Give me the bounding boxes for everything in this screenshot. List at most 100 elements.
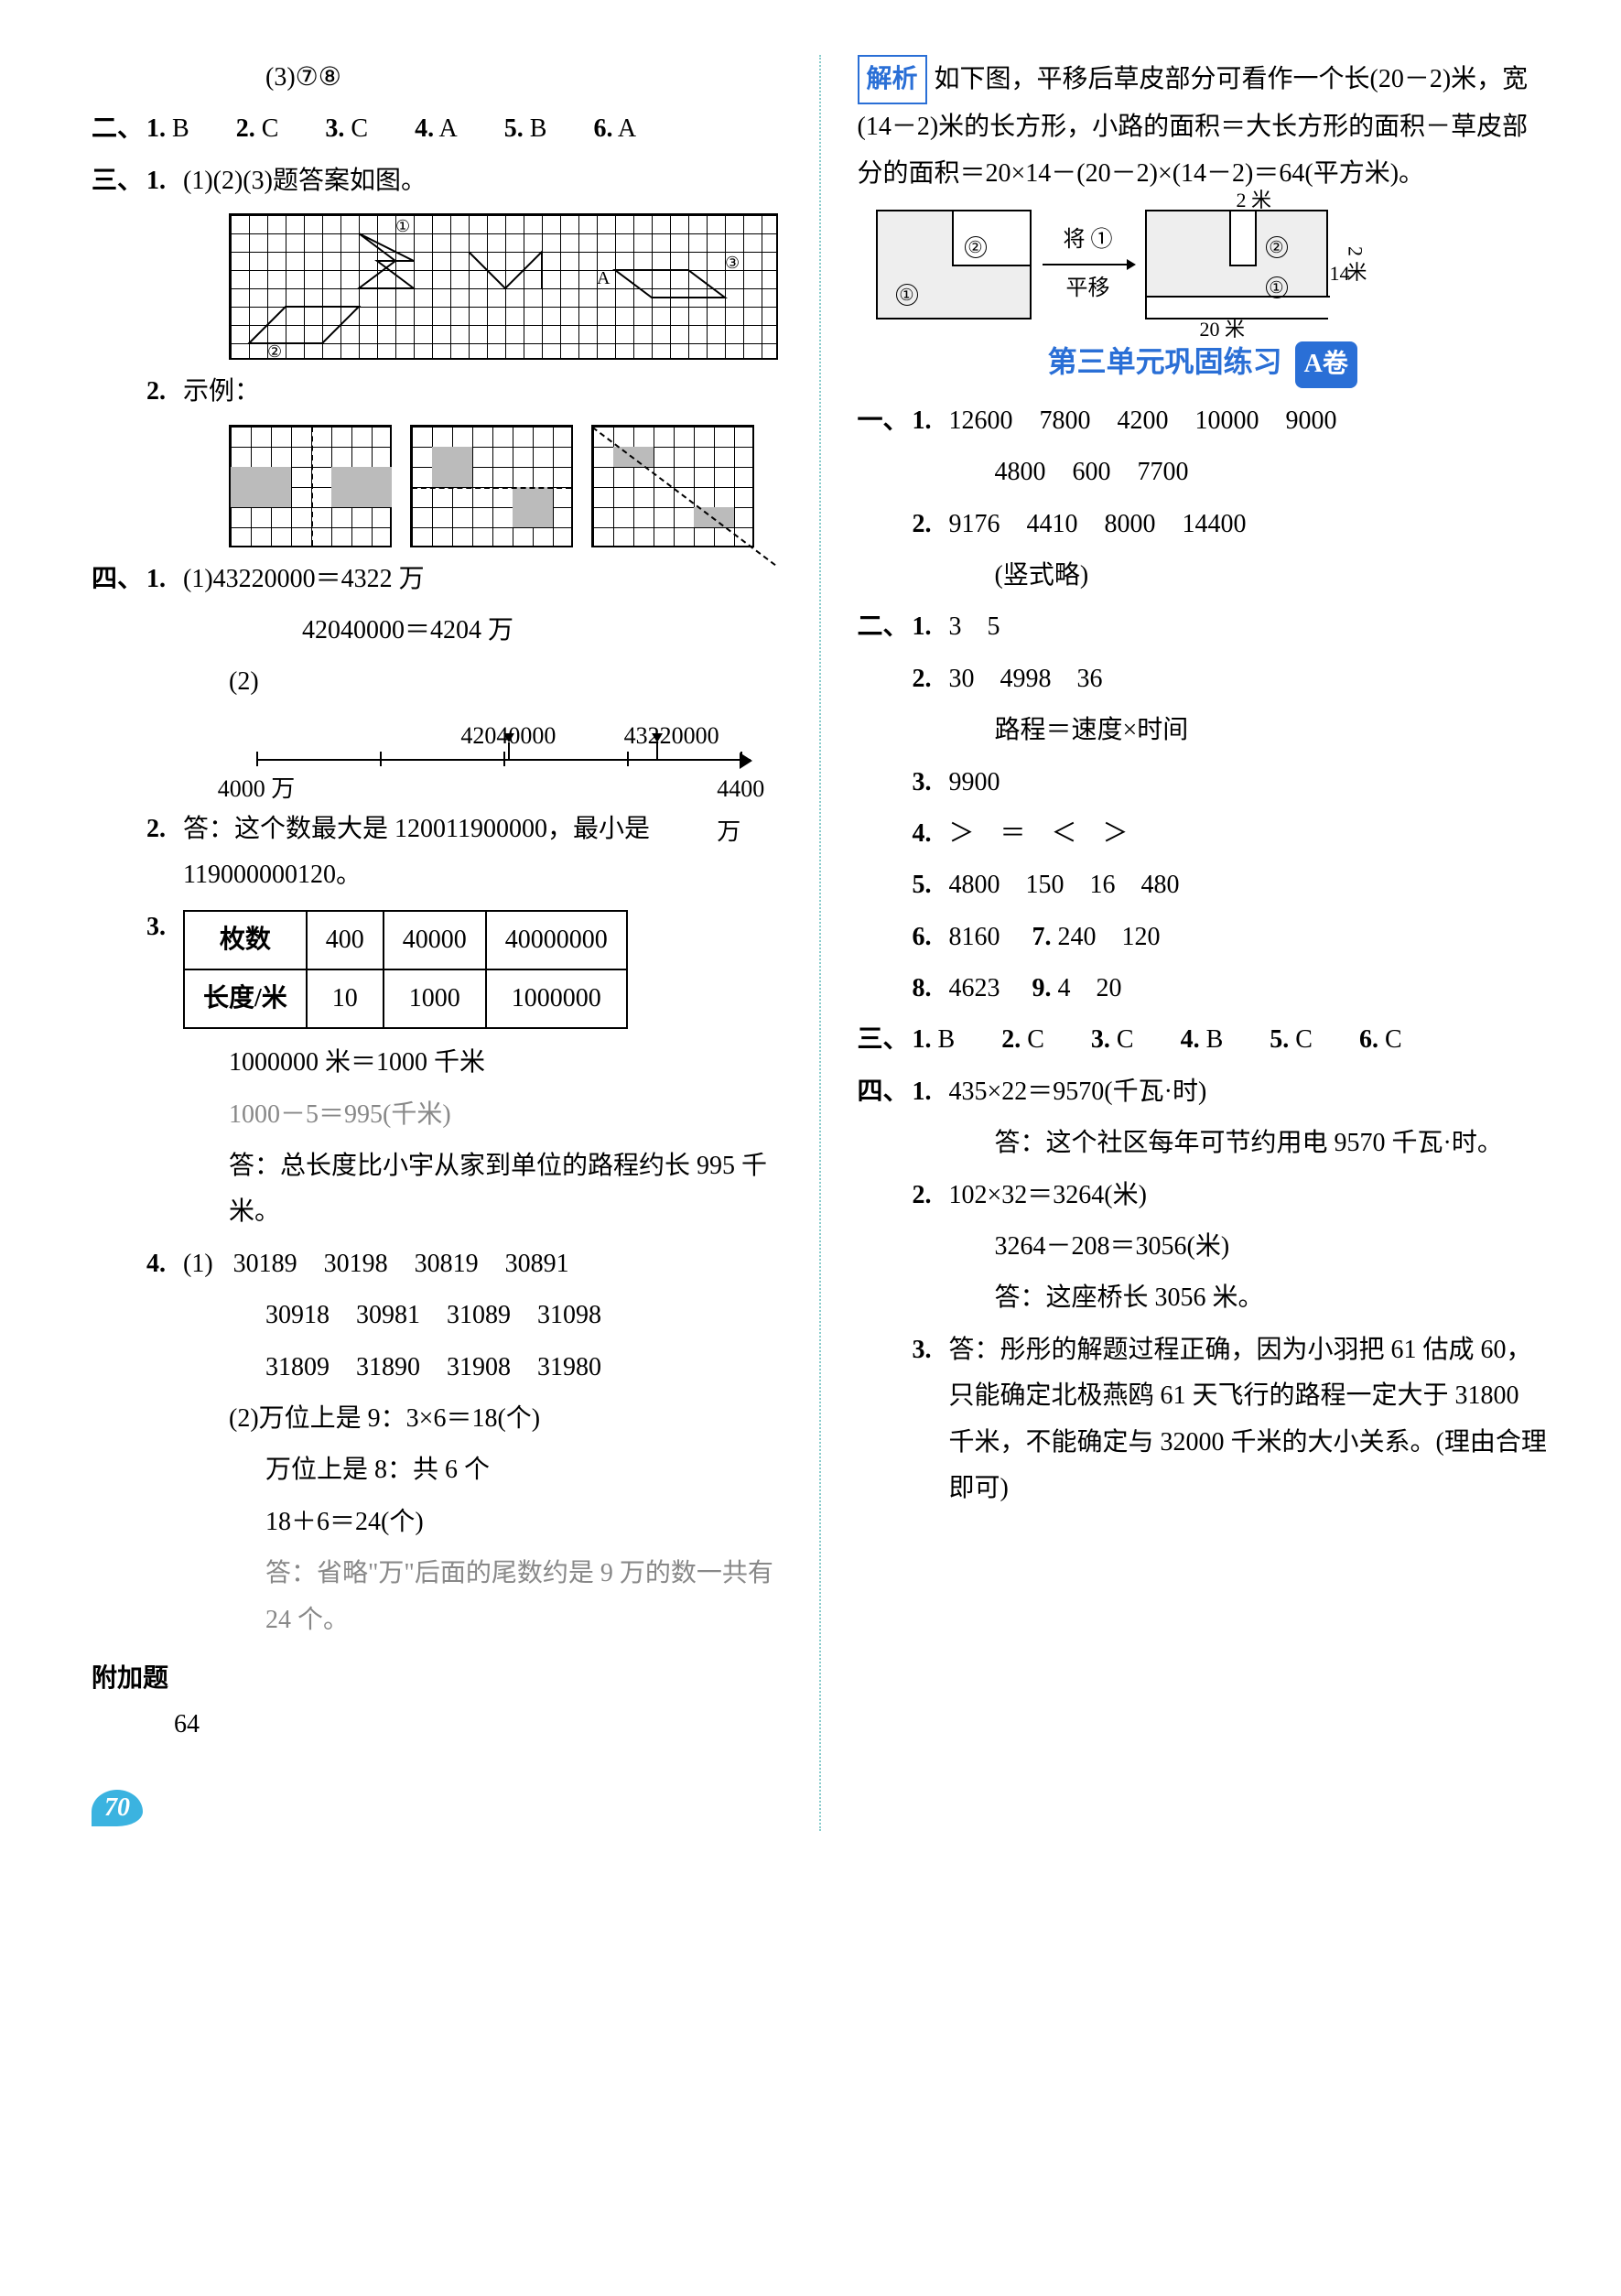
r3i4n: 4. bbox=[1181, 1025, 1200, 1054]
s2-i2v: C bbox=[262, 114, 279, 143]
jiexi-label: 解析 bbox=[858, 55, 927, 104]
sec3-q1n: 1. bbox=[146, 158, 183, 204]
s1r1c0: 4800 bbox=[995, 458, 1046, 486]
page: (3)⑦⑧ 二、 1. B 2. C 3. C 4. A 5. B 6. A 三… bbox=[92, 55, 1548, 1831]
s1q2c1: 4410 bbox=[1027, 510, 1078, 538]
r-s2-7v: 240 120 bbox=[1058, 923, 1161, 951]
r-s2-7n: 7. bbox=[1032, 923, 1052, 951]
r-s4-2l3: 答：这座桥长 3056 米。 bbox=[858, 1275, 1549, 1321]
arrow-top: 将 ① bbox=[1043, 221, 1134, 260]
number-line: 42040000 43220000 4000 万 4400 万 bbox=[256, 715, 751, 797]
sec4-q1-l1: (1)43220000＝4322 万 bbox=[183, 557, 783, 602]
s2-i5v: B bbox=[530, 114, 547, 143]
sec4-q4n: 4. bbox=[146, 1241, 183, 1287]
q4r1c2: 31089 bbox=[447, 1301, 511, 1329]
jiexi-block: 解析如下图，平移后草皮部分可看作一个长(20－2)米，宽(14－2)米的长方形，… bbox=[858, 55, 1549, 197]
unit-title-text: 第三单元巩固练习 bbox=[1048, 345, 1282, 378]
bonus-label: 附加题 bbox=[92, 1656, 783, 1702]
sec4-q2n: 2. bbox=[146, 807, 183, 852]
q4r0c0: 30189 bbox=[233, 1250, 297, 1278]
sec4-q1-l3: (2) bbox=[229, 659, 259, 705]
section-3: 三、 1. (1)(2)(3)题答案如图。 bbox=[92, 158, 783, 204]
r-sec2-label: 二、 bbox=[858, 604, 913, 650]
r-s2-5v: 4800 150 16 480 bbox=[949, 862, 1549, 908]
r-sec2: 二、 1. 3 5 bbox=[858, 604, 1549, 650]
tb-r2h: 长度/米 bbox=[184, 969, 307, 1028]
s2-i5n: 5. bbox=[504, 114, 524, 143]
s2-i4n: 4. bbox=[415, 114, 434, 143]
r3i4v: B bbox=[1206, 1025, 1224, 1054]
unit-badge: A卷 bbox=[1295, 341, 1357, 387]
s1r1c2: 7700 bbox=[1138, 458, 1189, 486]
s1r0c4: 9000 bbox=[1286, 406, 1337, 435]
q3-l1: 1000000 米＝1000 千米 bbox=[92, 1040, 783, 1086]
r-sec3: 三、 1. B 2. C 3. C 4. B 5. C 6. C bbox=[858, 1017, 1549, 1063]
s2-i4v: A bbox=[439, 114, 458, 143]
jiexi-text: 如下图，平移后草皮部分可看作一个长(20－2)米，宽(14－2)米的长方形，小路… bbox=[858, 65, 1529, 188]
r-sec4-label: 四、 bbox=[858, 1069, 913, 1115]
r-s2-8n: 8. bbox=[913, 966, 949, 1012]
q3-table: 枚数 400 40000 40000000 长度/米 10 1000 10000… bbox=[183, 910, 628, 1030]
q4r0c3: 30891 bbox=[505, 1250, 569, 1278]
sec4-q4-row: 4. (1)30189 30198 30819 30891 bbox=[92, 1241, 783, 1287]
translation-diagram: ② ① 将 ① 平移 2 米 ② ① 20 米 2 米 14 bbox=[876, 210, 1549, 319]
top-fragment: (3)⑦⑧ bbox=[92, 55, 783, 101]
r-sec3-label: 三、 bbox=[858, 1017, 913, 1063]
s2-i1v: B bbox=[172, 114, 189, 143]
example-grid-3 bbox=[591, 425, 754, 547]
example-grid-2 bbox=[410, 425, 573, 547]
q4-p2-l2: 万位上是 8：共 6 个 bbox=[92, 1447, 783, 1493]
r-s2-6v: 8160 bbox=[949, 923, 1026, 951]
q4-p2-l1: (2)万位上是 9：3×6＝18(个) bbox=[92, 1396, 783, 1442]
dgm-l2: ② bbox=[965, 236, 987, 258]
s1q2note: (竖式略) bbox=[858, 553, 1549, 599]
nl-bot1: 4000 万 bbox=[218, 768, 296, 811]
sec2-label: 二、 bbox=[92, 106, 146, 152]
dgm-right: ② ① bbox=[1145, 210, 1328, 319]
s2-i2n: 2. bbox=[236, 114, 255, 143]
r3i5n: 5. bbox=[1270, 1025, 1289, 1054]
r-s2-2n: 2. bbox=[913, 656, 949, 702]
dgm-left: ② ① bbox=[876, 210, 1032, 319]
r-s2-4v: ＞ ＝ ＜ ＞ bbox=[949, 811, 1549, 857]
grid-figure: ① A ③ ② bbox=[229, 213, 778, 360]
tb-r2c3: 1000000 bbox=[486, 969, 627, 1028]
r-s2-8v: 4623 bbox=[949, 974, 1026, 1002]
dgm-l1: ① bbox=[896, 284, 918, 306]
r-s2-3v: 9900 bbox=[949, 760, 1549, 806]
r-sec1: 一、 1. 12600 7800 4200 10000 9000 bbox=[858, 398, 1549, 444]
q4-p2-l3: 18＋6＝24(个) bbox=[92, 1500, 783, 1545]
example-grids bbox=[229, 425, 783, 547]
r-s4-2l1: 102×32＝3264(米) bbox=[949, 1173, 1549, 1218]
r-s1-q1n: 1. bbox=[913, 398, 949, 444]
sec3-q2: 示例： bbox=[183, 369, 783, 415]
tb-r1c1: 400 bbox=[307, 911, 384, 969]
r-s2-9v: 4 20 bbox=[1058, 974, 1122, 1002]
dgm-r2: ② bbox=[1266, 236, 1288, 258]
s2-i1n: 1. bbox=[146, 114, 166, 143]
right-column: 解析如下图，平移后草皮部分可看作一个长(20－2)米，宽(14－2)米的长方形，… bbox=[858, 55, 1549, 1831]
r3i5v: C bbox=[1295, 1025, 1313, 1054]
r3i3n: 3. bbox=[1091, 1025, 1110, 1054]
section-2: 二、 1. B 2. C 3. C 4. A 5. B 6. A bbox=[92, 106, 783, 152]
r-s4-2n: 2. bbox=[913, 1173, 949, 1218]
r-s4-3n: 3. bbox=[913, 1327, 949, 1373]
r3i1n: 1. bbox=[913, 1025, 932, 1054]
sec3-label: 三、 bbox=[92, 158, 146, 204]
s1r1c1: 600 bbox=[1073, 458, 1111, 486]
page-number: 70 bbox=[92, 1790, 143, 1826]
r-sec4: 四、 1. 435×22＝9570(千瓦·时) bbox=[858, 1069, 1549, 1115]
sec4-q1-l2: 42040000＝4204 万 bbox=[92, 608, 783, 654]
q3-l2: 1000－5＝995(千米) bbox=[92, 1092, 783, 1138]
s1r0c1: 7800 bbox=[1040, 406, 1091, 435]
dim-side: 14 bbox=[1330, 255, 1350, 292]
s1r0c0: 12600 bbox=[949, 406, 1013, 435]
sec4-q2: 答：这个数最大是 120011900000，最小是 119000000120。 bbox=[183, 807, 783, 899]
tb-r1c2: 40000 bbox=[384, 911, 486, 969]
dim-bot: 20 米 bbox=[1200, 311, 1246, 348]
q4-p2-l4: 答：省略"万"后面的尾数约是 9 万的数一共有 24 个。 bbox=[92, 1551, 783, 1643]
sec3-q2-row: 2. 示例： bbox=[92, 369, 783, 415]
q4r2c0: 31809 bbox=[265, 1353, 330, 1381]
r-s4-1l1: 435×22＝9570(千瓦·时) bbox=[949, 1069, 1549, 1115]
r-s2-9n: 9. bbox=[1032, 974, 1052, 1002]
